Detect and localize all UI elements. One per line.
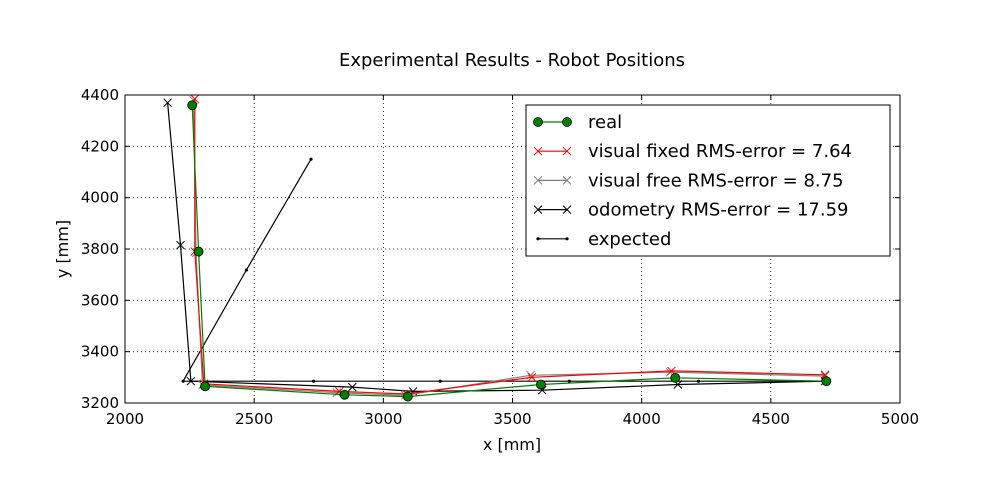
axis-ticks: 2000 2500 3000 3500 4000 4500 5000 3200 3400 3600… xyxy=(81,86,919,428)
series-real xyxy=(187,100,832,402)
legend-swatch-marker xyxy=(562,117,572,127)
data-point xyxy=(536,379,546,390)
legend-item: visual free RMS-error = 8.75 xyxy=(533,170,844,191)
data-point xyxy=(193,246,204,257)
legend-label: visual free RMS-error = 8.75 xyxy=(588,170,844,191)
data-point xyxy=(181,379,185,383)
legend-label: visual fixed RMS-error = 7.64 xyxy=(588,141,852,162)
y-axis-label: y [mm] xyxy=(53,220,72,278)
data-point xyxy=(200,381,210,392)
data-point xyxy=(187,100,198,111)
y-tick-label: 4200 xyxy=(81,137,119,155)
data-point xyxy=(567,379,571,383)
y-tick-label: 3600 xyxy=(81,291,119,309)
x-tick-label: 5000 xyxy=(881,410,919,428)
legend-swatch-marker xyxy=(533,117,543,127)
y-tick-label: 3400 xyxy=(81,343,119,361)
legend-swatch-marker xyxy=(562,176,572,185)
series-line xyxy=(192,100,826,396)
series-line xyxy=(194,98,826,395)
data-point xyxy=(670,372,681,383)
legend: real visual fixed RMS-error = 7.64 visual … xyxy=(525,104,891,257)
data-point xyxy=(402,391,413,402)
legend-item: expected xyxy=(536,229,671,250)
legend-swatch-marker xyxy=(533,146,543,156)
legend-label: odometry RMS-error = 17.59 xyxy=(588,200,848,221)
data-point xyxy=(821,376,832,387)
data-point xyxy=(527,372,537,382)
y-tick-label: 3800 xyxy=(81,240,119,258)
chart-title: Experimental Results - Robot Positions xyxy=(339,50,685,71)
data-point xyxy=(438,379,442,383)
legend-swatch-marker xyxy=(536,237,540,241)
series-line xyxy=(191,105,827,398)
data-point xyxy=(163,98,172,108)
legend-swatch-marker xyxy=(562,205,572,214)
data-point xyxy=(696,379,701,383)
x-tick-label: 4500 xyxy=(752,410,790,428)
data-point xyxy=(347,382,357,392)
legend-item: visual fixed RMS-error = 7.64 xyxy=(533,141,852,162)
legend-box xyxy=(525,104,891,257)
data-point xyxy=(186,376,196,386)
data-point xyxy=(176,240,185,250)
legend-item: odometry RMS-error = 17.59 xyxy=(533,200,848,221)
y-tick-label: 4000 xyxy=(81,189,119,207)
legend-swatch-marker xyxy=(533,205,543,214)
data-point xyxy=(339,389,350,400)
data-point xyxy=(244,268,249,272)
y-tick-label: 4400 xyxy=(81,86,119,104)
legend-label: real xyxy=(588,112,622,133)
legend-swatch-marker xyxy=(562,146,572,156)
legend-label: expected xyxy=(588,229,671,250)
legend-swatch-marker xyxy=(533,176,543,185)
x-tick-label: 3000 xyxy=(364,410,402,428)
x-tick-label: 2000 xyxy=(106,410,144,428)
data-point xyxy=(309,157,313,161)
series-odometry xyxy=(163,98,830,396)
x-tick-label: 3500 xyxy=(493,410,531,428)
data-point xyxy=(311,379,316,383)
data-point xyxy=(332,388,342,398)
x-axis-label: x [mm] xyxy=(483,435,541,454)
y-tick-label: 3200 xyxy=(81,394,119,412)
series-line xyxy=(167,102,826,393)
series-layer xyxy=(163,94,832,402)
legend-item: real xyxy=(533,112,622,133)
x-tick-label: 2500 xyxy=(235,410,273,428)
x-tick-label: 4000 xyxy=(623,410,661,428)
grid-lines xyxy=(125,95,900,403)
legend-swatch-marker xyxy=(565,237,569,241)
